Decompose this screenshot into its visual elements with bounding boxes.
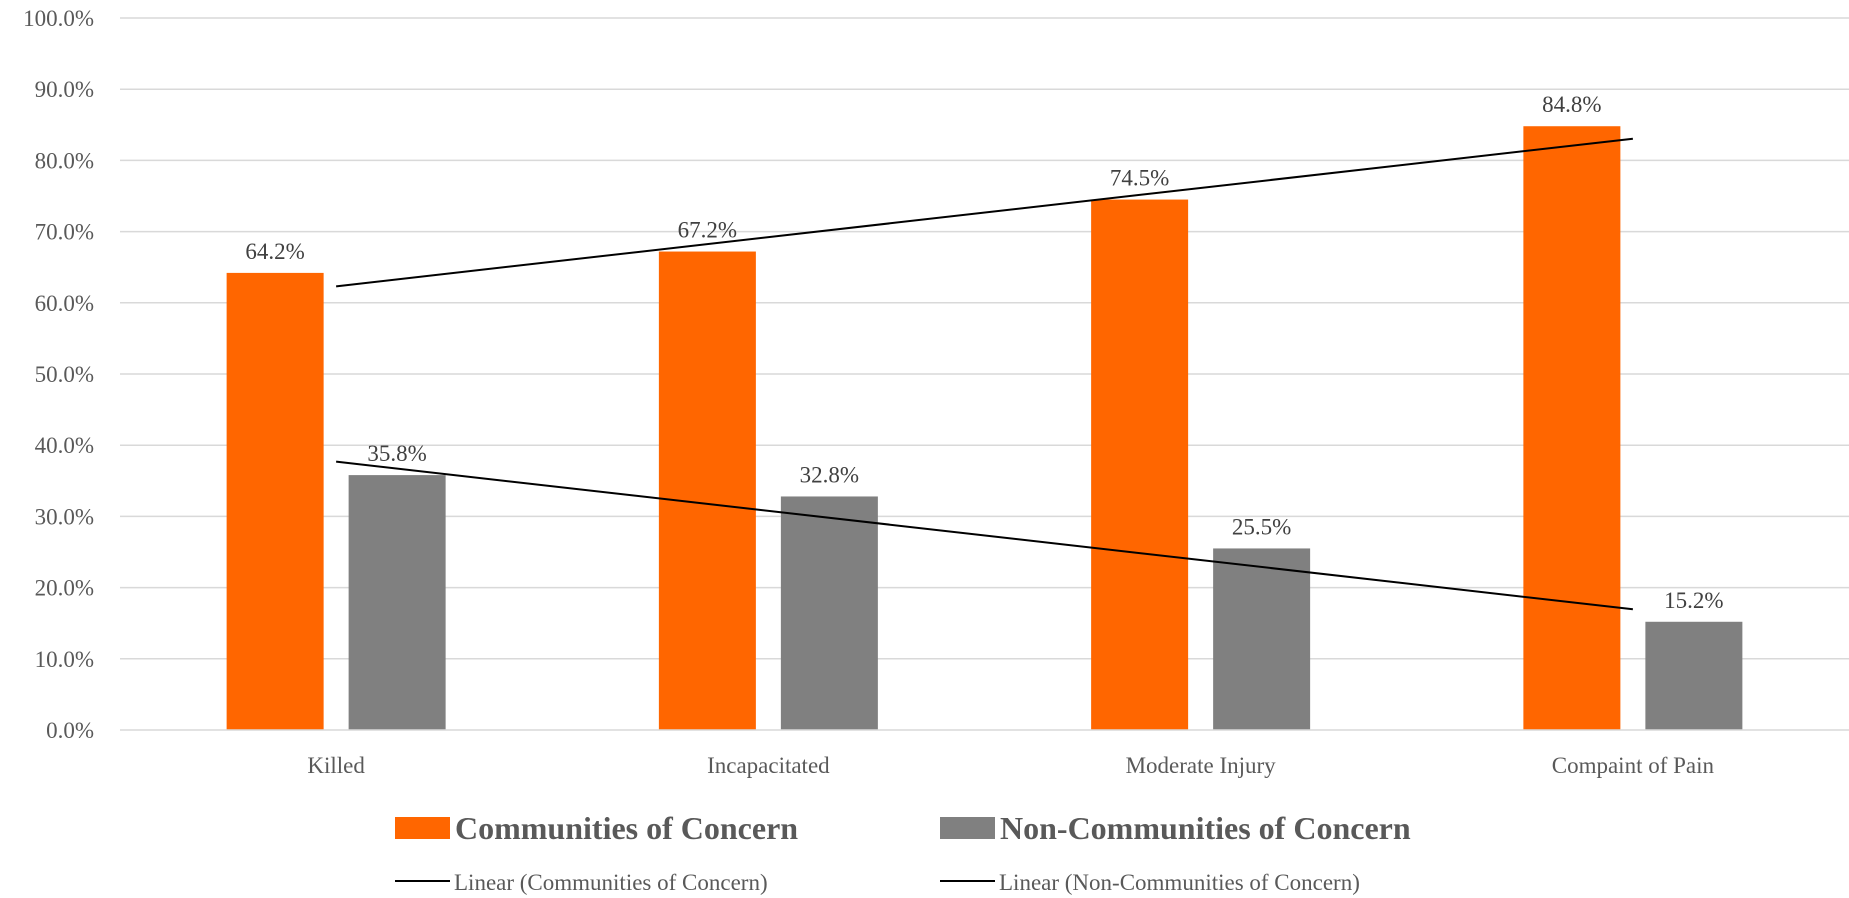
legend-label: Communities of Concern: [455, 810, 798, 846]
legend-swatch: [940, 817, 995, 839]
y-tick-label: 90.0%: [35, 77, 94, 102]
bars: [226, 126, 1743, 730]
data-label: 35.8%: [367, 441, 426, 466]
category-label: Compaint of Pain: [1552, 753, 1715, 778]
legend-trend-label: Linear (Communities of Concern): [454, 870, 768, 895]
bar-non-coc: [348, 475, 446, 730]
data-label: 32.8%: [800, 462, 859, 487]
legend-label: Non-Communities of Concern: [1000, 810, 1411, 846]
bar-coc: [226, 272, 324, 730]
bar-non-coc: [1213, 548, 1311, 730]
y-axis-tick-labels: 0.0% 10.0% 20.0% 30.0% 40.0% 50.0% 60.0% 70.0% 8…: [23, 6, 94, 743]
bar-coc: [1523, 126, 1621, 730]
x-axis-category-labels: Killed Incapacitated Moderate Injury Compai…: [307, 753, 1714, 778]
data-label: 84.8%: [1542, 92, 1601, 117]
y-tick-label: 0.0%: [46, 718, 94, 743]
data-label: 15.2%: [1664, 588, 1723, 613]
y-tick-label: 20.0%: [35, 576, 94, 601]
data-label: 74.5%: [1110, 166, 1169, 191]
category-label: Moderate Injury: [1126, 753, 1277, 778]
bar-coc: [1091, 199, 1189, 730]
trendlines: [336, 137, 1633, 611]
data-labels: 64.2% 35.8% 67.2% 32.8% 74.5% 25.5% 84.8% 15.2%: [245, 92, 1723, 613]
y-tick-label: 10.0%: [35, 647, 94, 672]
category-label: Incapacitated: [707, 753, 830, 778]
category-label: Killed: [307, 753, 365, 778]
y-tick-label: 40.0%: [35, 433, 94, 458]
trendline: [336, 137, 1633, 288]
legend-trend-label: Linear (Non-Communities of Concern): [999, 870, 1360, 895]
bar-non-coc: [780, 496, 878, 730]
y-tick-label: 80.0%: [35, 148, 94, 173]
data-label: 25.5%: [1232, 514, 1291, 539]
y-tick-label: 30.0%: [35, 504, 94, 529]
data-label: 67.2%: [678, 218, 737, 243]
legend: Communities of Concern Non-Communities of…: [395, 810, 1411, 895]
y-tick-label: 60.0%: [35, 291, 94, 316]
legend-swatch: [395, 817, 450, 839]
y-tick-label: 50.0%: [35, 362, 94, 387]
data-label: 64.2%: [245, 239, 304, 264]
trendline: [336, 460, 1633, 611]
y-tick-label: 100.0%: [23, 6, 94, 31]
bar-non-coc: [1645, 621, 1743, 730]
bar-coc: [658, 251, 756, 730]
y-tick-label: 70.0%: [35, 220, 94, 245]
